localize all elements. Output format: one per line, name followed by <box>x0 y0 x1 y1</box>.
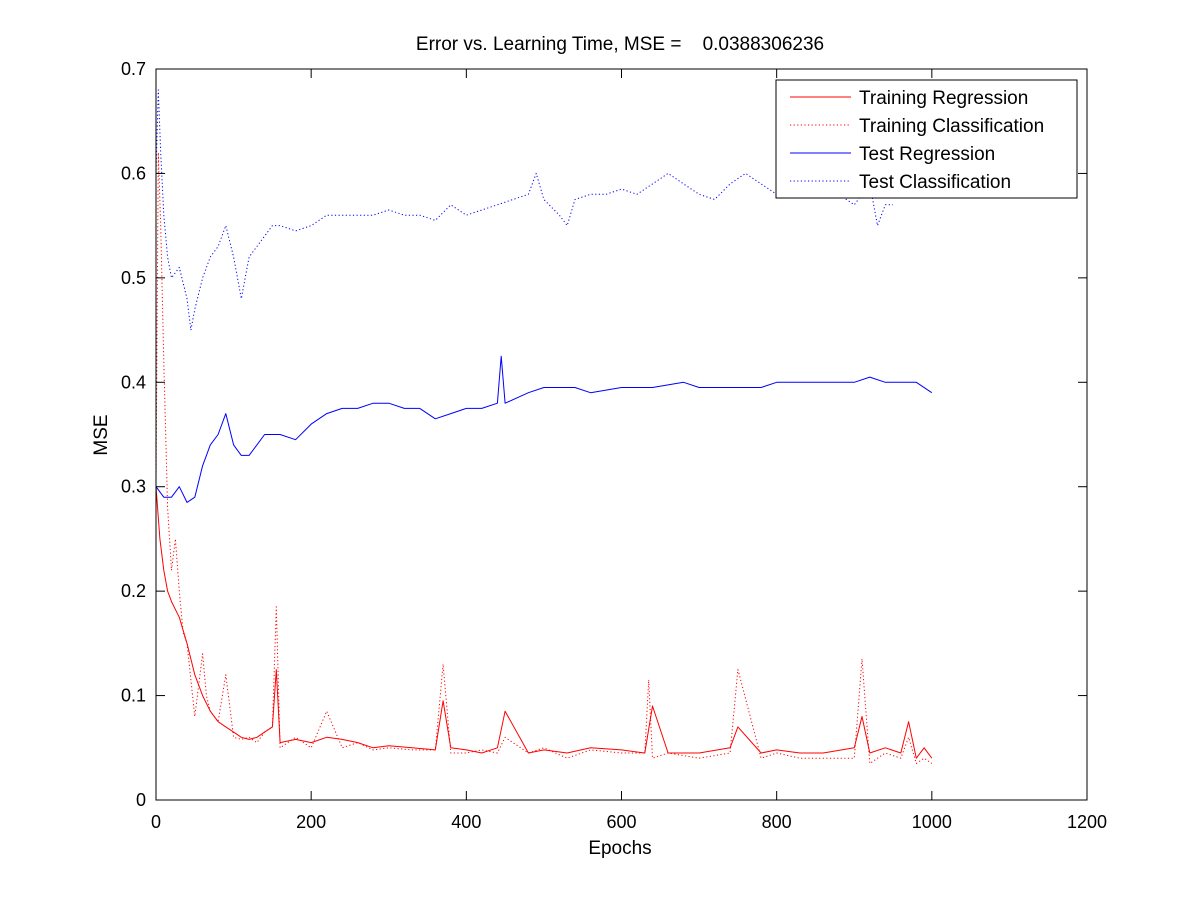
y-tick-label: 0.6 <box>121 163 146 183</box>
y-tick-label: 0 <box>136 790 146 810</box>
y-tick-label: 0.2 <box>121 581 146 601</box>
series-line-2 <box>155 355 933 503</box>
x-tick-label: 1000 <box>912 812 952 832</box>
y-tick-label: 0.4 <box>121 372 146 392</box>
legend-label-1: Training Classification <box>859 116 1044 137</box>
x-tick-label: 600 <box>606 812 636 832</box>
series-line-0 <box>155 486 933 759</box>
series-layer <box>155 89 933 764</box>
y-tick-label: 0.5 <box>121 268 146 288</box>
y-axis-label: MSE <box>91 414 112 455</box>
legend-label-2: Test Regression <box>859 144 995 165</box>
x-tick-label: 200 <box>296 812 326 832</box>
x-tick-label: 0 <box>151 812 161 832</box>
y-tick-label: 0.1 <box>121 686 146 706</box>
y-tick-label: 0.3 <box>121 477 146 497</box>
series-line-1 <box>155 152 933 764</box>
ticks-layer: 0 200 400 600 800 1000 1200 0 0.1 0.2 0.3 0.4 0.5 0.6… <box>121 59 1107 832</box>
legend-label-3: Test Classification <box>859 172 1011 193</box>
x-tick-label: 800 <box>762 812 792 832</box>
legend-box <box>775 79 1078 199</box>
x-tick-label: 1200 <box>1067 812 1107 832</box>
chart-title: Error vs. Learning Time, MSE = 0.0388306… <box>416 34 824 55</box>
legend-label-0: Training Regression <box>859 88 1028 109</box>
x-tick-label: 400 <box>451 812 481 832</box>
series-line-3 <box>155 89 893 331</box>
y-tick-label: 0.7 <box>121 59 146 79</box>
x-axis-label: Epochs <box>588 838 651 859</box>
legend: Training Regression Training Classificati… <box>775 79 1078 199</box>
